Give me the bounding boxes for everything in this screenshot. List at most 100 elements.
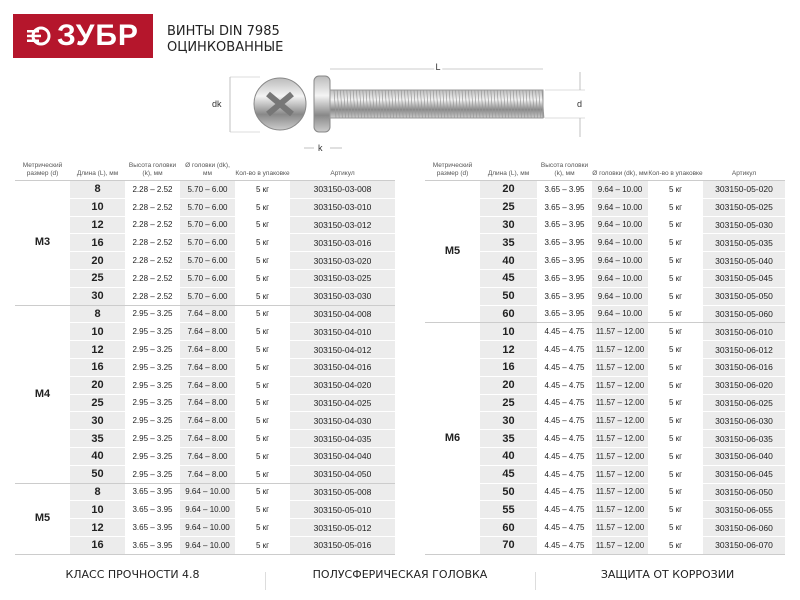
head-diameter-cell: 9.64 – 10.00: [592, 305, 648, 323]
quantity-cell: 5 кг: [255, 523, 270, 533]
title-line-1: ВИНТЫ DIN 7985: [167, 24, 280, 39]
head-height-cell: 3.65 – 3.95: [544, 273, 585, 283]
article-cell: 303150-06-040: [703, 447, 785, 465]
head-height-cell: 2.28 – 2.52: [132, 202, 173, 212]
length-cell: 10: [70, 501, 125, 519]
head-diameter-cell: 11.57 – 12.00: [592, 412, 648, 430]
head-diameter-cell: 7.64 – 8.00: [180, 376, 235, 394]
article-cell: 303150-06-012: [703, 341, 785, 358]
quantity-cell: 5 кг: [255, 416, 270, 426]
head-diameter-cell: 11.57 – 12.00: [592, 394, 648, 412]
length-cell: 55: [480, 501, 537, 519]
head-diameter-cell: 5.70 – 6.00: [180, 216, 235, 234]
length-cell: 70: [480, 536, 537, 554]
head-height-cell: 2.95 – 3.25: [132, 416, 173, 426]
screw-head-side: [313, 75, 331, 133]
size-label: M5: [444, 245, 461, 258]
table-row: 8 2.95 – 3.25 7.64 – 8.00 5 кг 303150-04…: [15, 304, 395, 323]
head-diameter-cell: 5.70 – 6.00: [180, 252, 235, 269]
head-diameter-cell: 9.64 – 10.00: [180, 501, 235, 519]
quantity-cell: 5 кг: [668, 380, 683, 390]
article-cell: 303150-03-012: [290, 216, 395, 234]
size-label: M3: [34, 236, 51, 249]
head-height-cell: 3.65 – 3.95: [132, 540, 173, 550]
length-cell: 25: [70, 269, 125, 287]
article-cell: 303150-05-025: [703, 198, 785, 216]
length-cell: 30: [70, 412, 125, 430]
article-cell: 303150-05-012: [290, 519, 395, 536]
article-cell: 303150-06-010: [703, 323, 785, 341]
head-height-cell: 2.95 – 3.25: [132, 362, 173, 372]
table-row: 70 4.45 – 4.75 11.57 – 12.00 5 кг 303150…: [425, 535, 785, 554]
head-height-cell: 4.45 – 4.75: [544, 523, 585, 533]
head-diameter-cell: 7.64 – 8.00: [180, 430, 235, 447]
L-label: L: [435, 62, 440, 72]
article-cell: 303150-05-050: [703, 287, 785, 305]
head-diameter-cell: 5.70 – 6.00: [180, 181, 235, 198]
column-header: Артикул: [330, 170, 355, 177]
head-height-cell: 4.45 – 4.75: [544, 434, 585, 444]
quantity-cell: 5 кг: [668, 327, 683, 337]
head-diameter-cell: 7.64 – 8.00: [180, 358, 235, 376]
table-row: 30 2.95 – 3.25 7.64 – 8.00 5 кг 303150-0…: [15, 411, 395, 430]
head-diameter-cell: 7.64 – 8.00: [180, 447, 235, 465]
head-height-cell: 3.65 – 3.95: [132, 523, 173, 533]
article-cell: 303150-03-025: [290, 269, 395, 287]
size-group: M3 8 2.28 – 2.52 5.70 – 6.00 5 кг 303150…: [15, 180, 395, 305]
head-diameter-cell: 11.57 – 12.00: [592, 501, 648, 519]
size-group: M5 20 3.65 – 3.95 9.64 – 10.00 5 кг 3031…: [425, 180, 785, 323]
dk-label: dk: [212, 99, 222, 109]
quantity-cell: 5 кг: [668, 256, 683, 266]
head-diameter-cell: 9.64 – 10.00: [180, 519, 235, 536]
quantity-cell: 5 кг: [255, 380, 270, 390]
length-cell: 8: [70, 483, 125, 501]
head-height-cell: 3.65 – 3.95: [132, 487, 173, 497]
head-diameter-cell: 7.64 – 8.00: [180, 305, 235, 323]
length-cell: 35: [70, 430, 125, 447]
head-height-cell: 3.65 – 3.95: [544, 220, 585, 230]
article-cell: 303150-03-016: [290, 234, 395, 252]
column-header: Метрический размер (d): [22, 162, 63, 177]
head-height-cell: 4.45 – 4.75: [544, 380, 585, 390]
head-height-cell: 4.45 – 4.75: [544, 362, 585, 372]
size-group: M5 8 3.65 – 3.95 9.64 – 10.00 5 кг 30315…: [15, 482, 395, 554]
length-cell: 12: [480, 341, 537, 358]
left-spec-table: Метрический размер (d) Длина (L), мм Высот…: [15, 158, 395, 555]
article-cell: 303150-04-008: [290, 305, 395, 323]
quantity-cell: 5 кг: [668, 523, 683, 533]
article-cell: 303150-04-050: [290, 465, 395, 483]
length-cell: 16: [480, 358, 537, 376]
head-diameter-cell: 11.57 – 12.00: [592, 358, 648, 376]
head-height-cell: 2.95 – 3.25: [132, 327, 173, 337]
article-cell: 303150-06-030: [703, 412, 785, 430]
head-diameter-cell: 11.57 – 12.00: [592, 376, 648, 394]
screw-diagram: dk L d k: [212, 62, 585, 153]
table-row: 16 4.45 – 4.75 11.57 – 12.00 5 кг 303150…: [425, 357, 785, 376]
table-row: 50 4.45 – 4.75 11.57 – 12.00 5 кг 303150…: [425, 482, 785, 501]
head-height-cell: 4.45 – 4.75: [544, 398, 585, 408]
length-cell: 30: [480, 412, 537, 430]
head-diameter-cell: 7.64 – 8.00: [180, 394, 235, 412]
head-height-cell: 4.45 – 4.75: [544, 327, 585, 337]
article-cell: 303150-05-060: [703, 305, 785, 323]
head-height-cell: 2.95 – 3.25: [132, 380, 173, 390]
length-cell: 10: [480, 323, 537, 341]
quantity-cell: 5 кг: [255, 309, 270, 319]
quantity-cell: 5 кг: [255, 469, 270, 479]
head-diameter-cell: 5.70 – 6.00: [180, 269, 235, 287]
article-cell: 303150-06-035: [703, 430, 785, 447]
length-cell: 16: [70, 234, 125, 252]
head-diameter-cell: 9.64 – 10.00: [592, 252, 648, 269]
table-row: 16 3.65 – 3.95 9.64 – 10.00 5 кг 303150-…: [15, 535, 395, 554]
head-height-cell: 3.65 – 3.95: [544, 256, 585, 266]
head-diameter-cell: 7.64 – 8.00: [180, 341, 235, 358]
article-cell: 303150-06-070: [703, 536, 785, 554]
table-row: 12 2.95 – 3.25 7.64 – 8.00 5 кг 303150-0…: [15, 340, 395, 358]
table-row: 12 3.65 – 3.95 9.64 – 10.00 5 кг 303150-…: [15, 518, 395, 536]
head-diameter-cell: 9.64 – 10.00: [592, 234, 648, 252]
quantity-cell: 5 кг: [255, 451, 270, 461]
length-cell: 30: [480, 216, 537, 234]
quantity-cell: 5 кг: [668, 451, 683, 461]
length-cell: 35: [480, 430, 537, 447]
article-cell: 303150-04-025: [290, 394, 395, 412]
